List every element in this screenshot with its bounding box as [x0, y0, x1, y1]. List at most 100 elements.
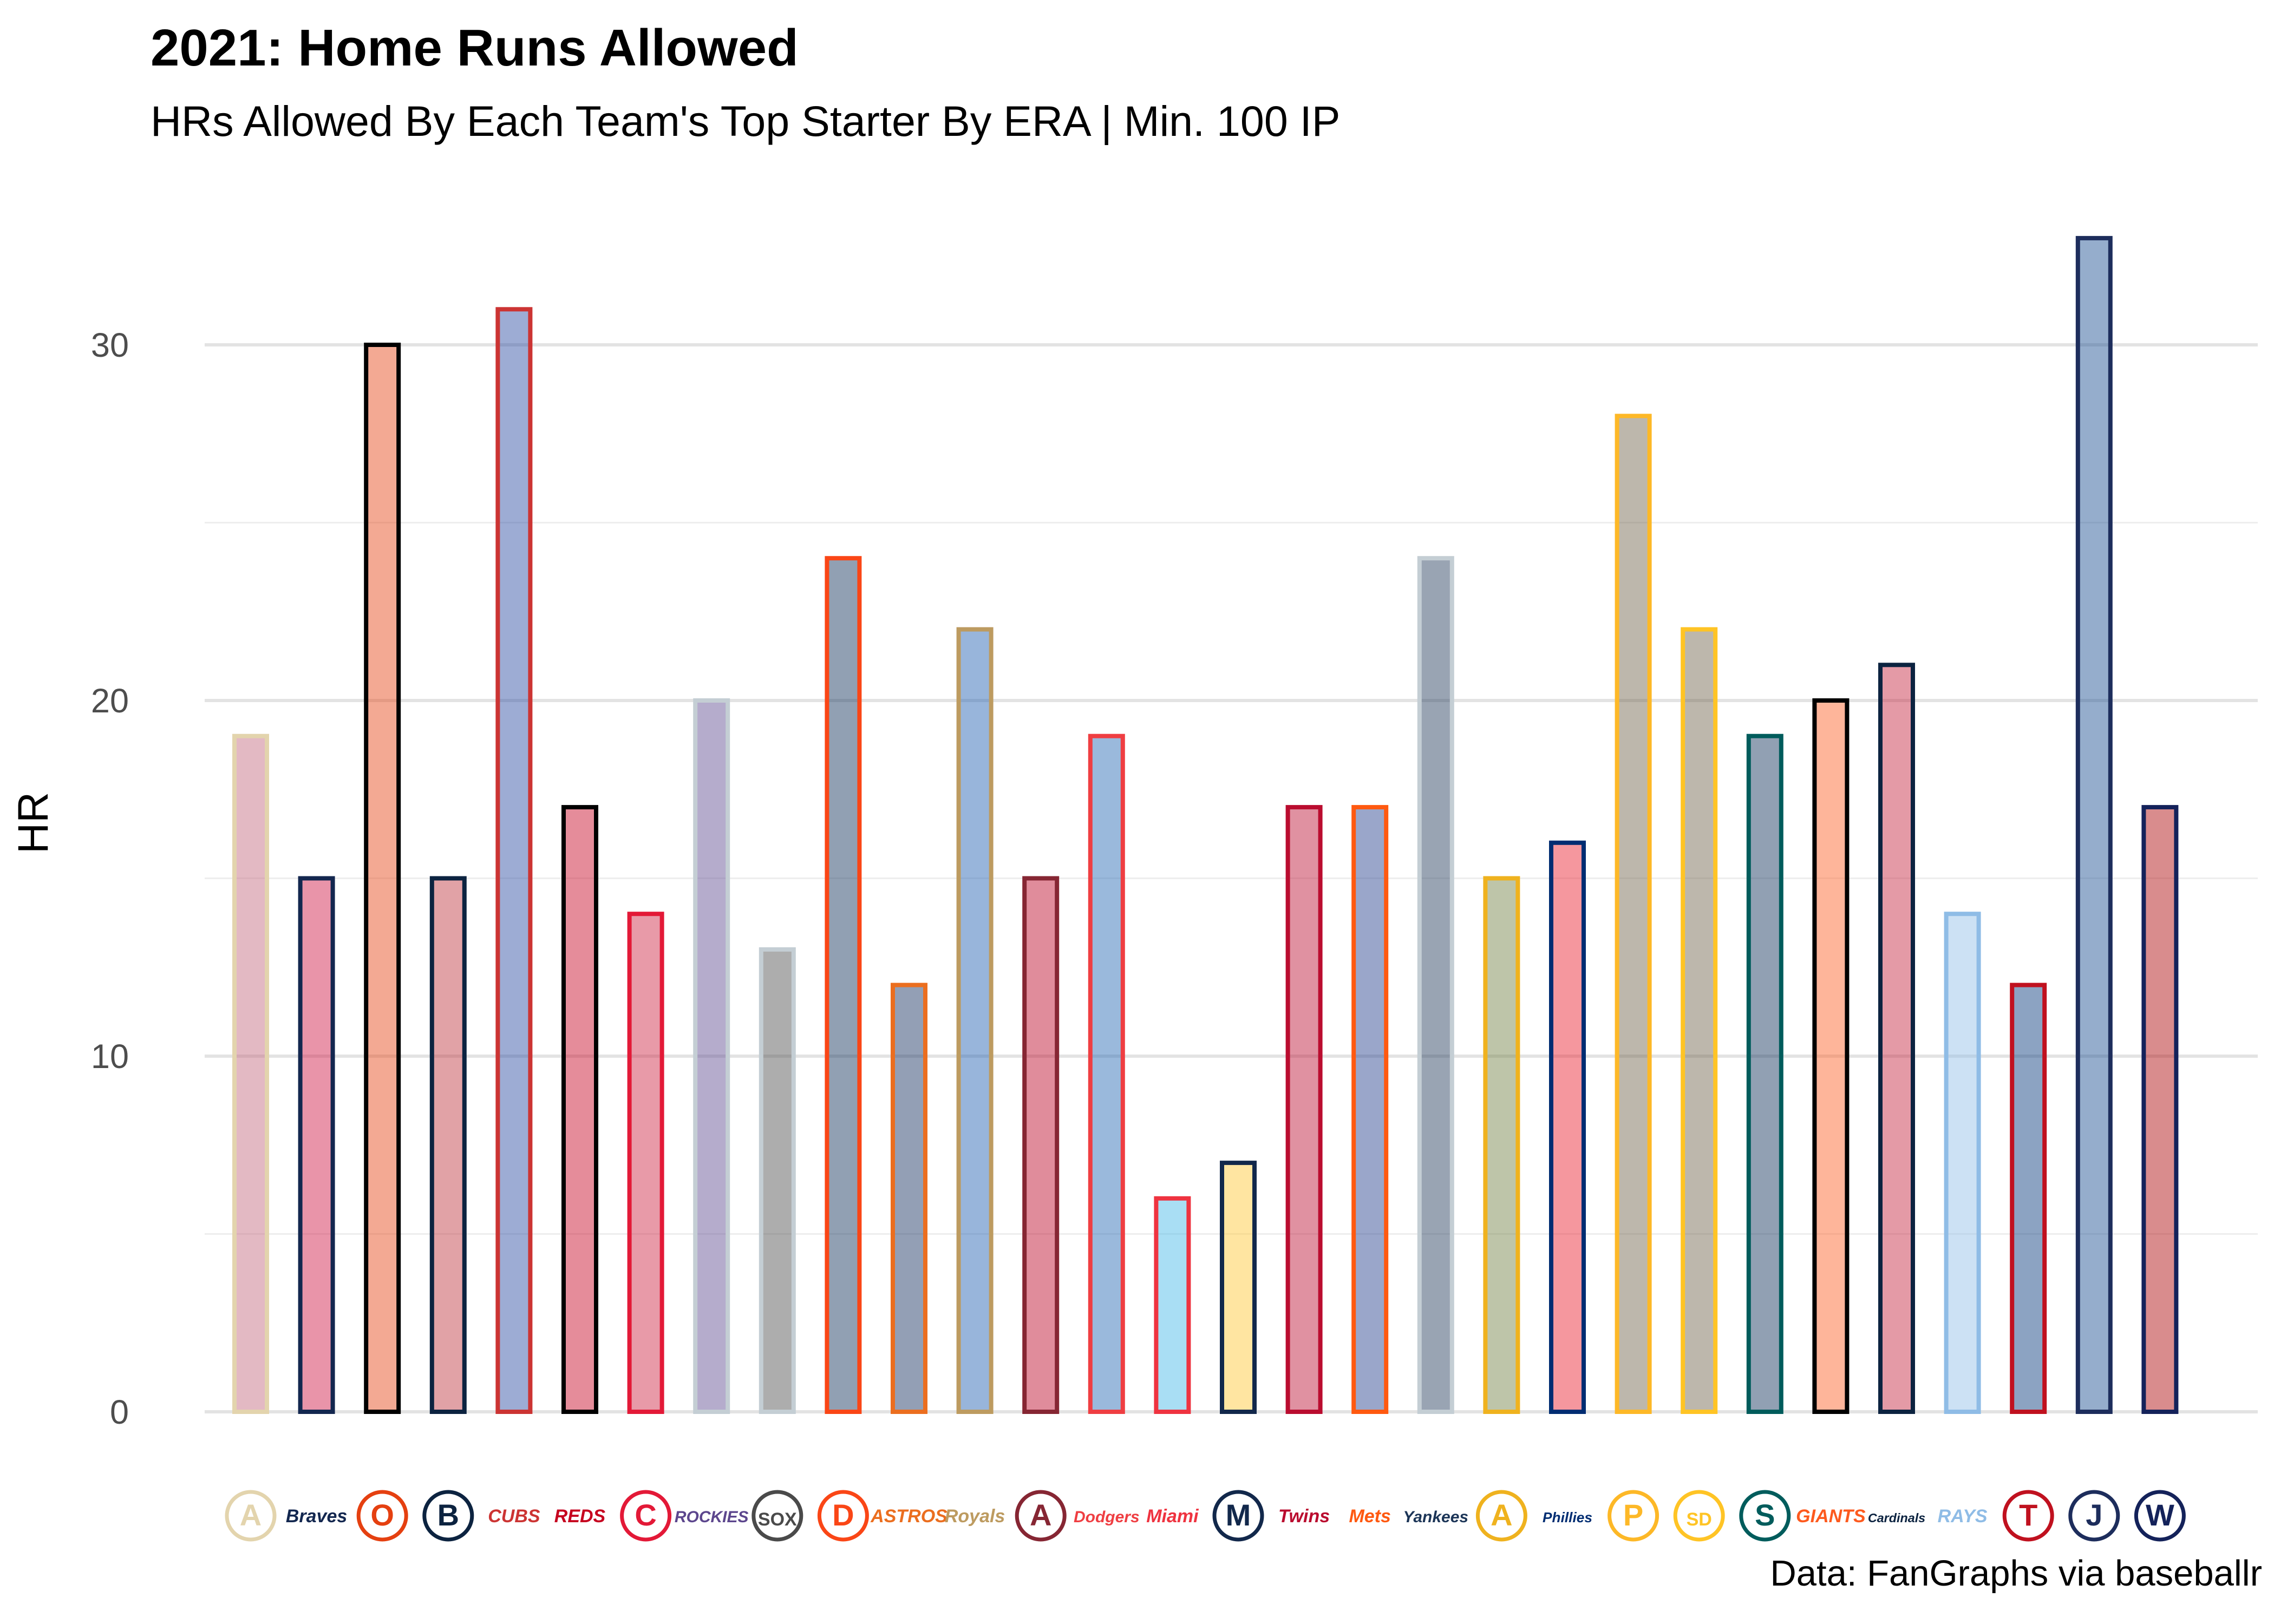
team-logo-stl: Cardinals [1868, 1511, 1925, 1525]
team-logo-lad: Dodgers [1074, 1508, 1140, 1526]
y-tick-label: 10 [91, 1038, 129, 1076]
bar-wsh [2141, 805, 2179, 1414]
logo-text: S [1755, 1498, 1775, 1532]
logo-text: T [2019, 1498, 2037, 1532]
chart-title: 2021: Home Runs Allowed [151, 19, 799, 77]
logo-badge [1015, 1490, 1067, 1542]
logo-text: Miami [1146, 1506, 1199, 1527]
team-logo-sea: S [1739, 1490, 1791, 1542]
bar-phi [1549, 840, 1586, 1414]
logo-text: Royals [945, 1506, 1005, 1527]
team-logo-hou: ASTROS [870, 1506, 948, 1527]
bar-chc [495, 307, 533, 1414]
logo-badge [1739, 1490, 1791, 1542]
team-logo-tor: J [2068, 1490, 2120, 1542]
team-logo-nym: Mets [1349, 1506, 1390, 1527]
logo-text: Cardinals [1868, 1511, 1925, 1525]
logo-badge [1212, 1490, 1264, 1542]
team-logo-kc: Royals [945, 1506, 1005, 1527]
logo-text: REDS [554, 1506, 606, 1527]
bars [232, 235, 2179, 1415]
logo-text: A [1030, 1498, 1051, 1532]
team-logo-chw: SOX [752, 1490, 803, 1542]
team-logo-mia: Miami [1146, 1506, 1199, 1527]
team-logo-det: D [817, 1490, 869, 1542]
logo-badge [356, 1490, 408, 1542]
logo-badge [1608, 1490, 1659, 1542]
logo-text: P [1623, 1498, 1643, 1532]
bar-det [825, 556, 862, 1414]
bar-hou [891, 983, 927, 1414]
bar-bos [429, 876, 467, 1414]
logo-text: O [370, 1498, 394, 1532]
bar-sea [1746, 734, 1783, 1414]
team-logo-tex: T [2002, 1490, 2054, 1542]
bar-tb [1944, 912, 1981, 1414]
logo-text: B [437, 1498, 459, 1532]
bar-tor [2075, 235, 2113, 1415]
team-logo-bal: O [356, 1490, 408, 1542]
logo-text: C [635, 1498, 656, 1532]
chart-caption: Data: FanGraphs via baseballr [1770, 1553, 2262, 1594]
bar-pit [1615, 414, 1652, 1414]
logo-badge [422, 1490, 474, 1542]
team-logo-wsh: W [2134, 1490, 2186, 1542]
bar-min [1285, 805, 1323, 1414]
logo-text: Yankees [1403, 1508, 1468, 1526]
team-logo-cin: REDS [554, 1506, 606, 1527]
bar-sd [1681, 627, 1718, 1414]
team-logo-row: A Braves O B CUBS REDS C ROCKIES SOX D ASTROSRoyal… [225, 1490, 2186, 1542]
logo-text: SOX [758, 1509, 797, 1530]
logo-badge [1673, 1490, 1725, 1542]
logo-badge [2134, 1490, 2186, 1542]
team-logo-min: Twins [1278, 1506, 1330, 1527]
logo-text: SD [1687, 1509, 1712, 1530]
bar-kc [956, 627, 994, 1414]
logo-text: M [1226, 1498, 1251, 1532]
bar-mil [1220, 1161, 1257, 1415]
y-axis-ticks: 0 10 20 30 [91, 326, 129, 1431]
y-tick-label: 0 [110, 1393, 129, 1431]
y-tick-label: 20 [91, 682, 129, 720]
logo-badge [225, 1490, 277, 1542]
bar-nym [1351, 805, 1389, 1414]
team-logo-col: ROCKIES [675, 1508, 749, 1526]
logo-badge [1475, 1490, 1527, 1542]
logo-badge [2068, 1490, 2120, 1542]
team-logo-sf: GIANTS [1796, 1506, 1866, 1527]
team-logo-chc: CUBS [488, 1506, 540, 1527]
team-logo-ari: A [225, 1490, 277, 1542]
logo-text: ROCKIES [675, 1508, 749, 1526]
team-logo-mil: M [1212, 1490, 1264, 1542]
logo-text: RAYS [1938, 1506, 1988, 1527]
bar-stl [1878, 663, 1915, 1414]
bar-oak [1483, 876, 1520, 1414]
y-axis-title: HR [9, 792, 57, 854]
logo-text: Twins [1278, 1506, 1330, 1527]
logo-text: Phillies [1543, 1509, 1592, 1525]
team-logo-sd: SD [1673, 1490, 1725, 1542]
team-logo-phi: Phillies [1543, 1509, 1592, 1525]
y-tick-label: 30 [91, 326, 129, 364]
logo-text: A [240, 1498, 262, 1532]
logo-text: J [2086, 1498, 2102, 1532]
bar-chw [759, 947, 796, 1414]
team-logo-tb: RAYS [1938, 1506, 1988, 1527]
bar-cin [561, 805, 598, 1414]
logo-badge [2002, 1490, 2054, 1542]
bar-atl [298, 876, 335, 1414]
logo-text: D [832, 1498, 854, 1532]
bar-cle [627, 912, 664, 1414]
logo-text: Mets [1349, 1506, 1390, 1527]
logo-badge [752, 1490, 803, 1542]
logo-text: W [2146, 1498, 2174, 1532]
bar-ari [232, 734, 269, 1414]
team-logo-atl: Braves [286, 1506, 347, 1527]
logo-text: CUBS [488, 1506, 540, 1527]
logo-text: GIANTS [1796, 1506, 1866, 1527]
bar-lad [1088, 734, 1125, 1414]
team-logo-cle: C [620, 1490, 672, 1542]
logo-badge [817, 1490, 869, 1542]
team-logo-pit: P [1608, 1490, 1659, 1542]
